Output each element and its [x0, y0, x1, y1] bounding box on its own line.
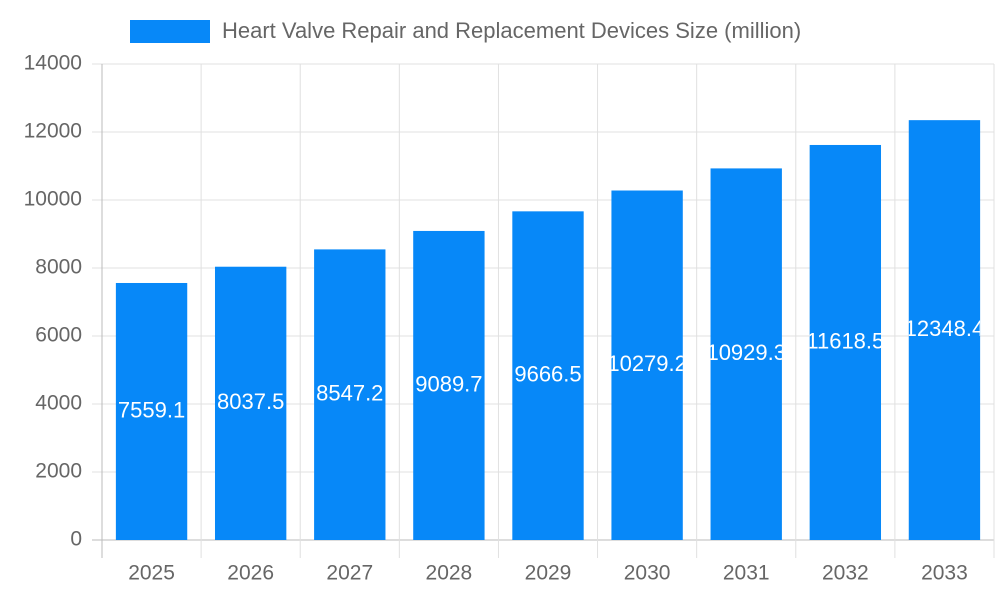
- x-tick-label: 2025: [128, 562, 175, 585]
- y-tick-label: 10000: [24, 188, 82, 211]
- x-tick-label: 2033: [921, 562, 968, 585]
- bar: [611, 190, 683, 540]
- data-label: 8037.5: [217, 389, 284, 414]
- y-tick-label: 0: [70, 528, 82, 551]
- y-tick-label: 4000: [35, 392, 82, 415]
- x-tick-label: 2026: [227, 562, 274, 585]
- data-label: 9666.5: [514, 361, 581, 386]
- bar: [115, 282, 188, 540]
- bar: [314, 249, 386, 540]
- data-label: 10279.2: [607, 351, 687, 376]
- y-tick-label: 14000: [24, 52, 82, 75]
- x-tick-label: 2032: [822, 562, 869, 585]
- legend-swatch: [130, 20, 210, 43]
- x-tick-label: 2027: [326, 562, 373, 585]
- bar: [413, 230, 485, 540]
- data-label: 7559.1: [118, 397, 185, 422]
- data-label: 11618.5: [806, 328, 884, 353]
- bar: [809, 144, 882, 540]
- y-tick-label: 12000: [24, 120, 82, 143]
- y-tick-label: 8000: [35, 256, 82, 279]
- x-tick-label: 2028: [426, 562, 473, 585]
- data-label: 10929.3: [706, 340, 786, 365]
- y-tick-label: 6000: [35, 324, 82, 347]
- data-label: 12348.4: [905, 316, 985, 341]
- bar: [908, 120, 981, 540]
- legend-label: Heart Valve Repair and Replacement Devic…: [222, 18, 801, 43]
- bar: [512, 211, 584, 541]
- x-tick-label: 2031: [723, 562, 770, 585]
- y-tick-label: 2000: [35, 460, 82, 483]
- x-tick-label: 2030: [624, 562, 671, 585]
- x-tick-label: 2029: [525, 562, 572, 585]
- bar: [710, 168, 782, 540]
- data-label: 9089.7: [415, 371, 482, 396]
- bar: [214, 266, 287, 540]
- data-label: 8547.2: [316, 381, 383, 406]
